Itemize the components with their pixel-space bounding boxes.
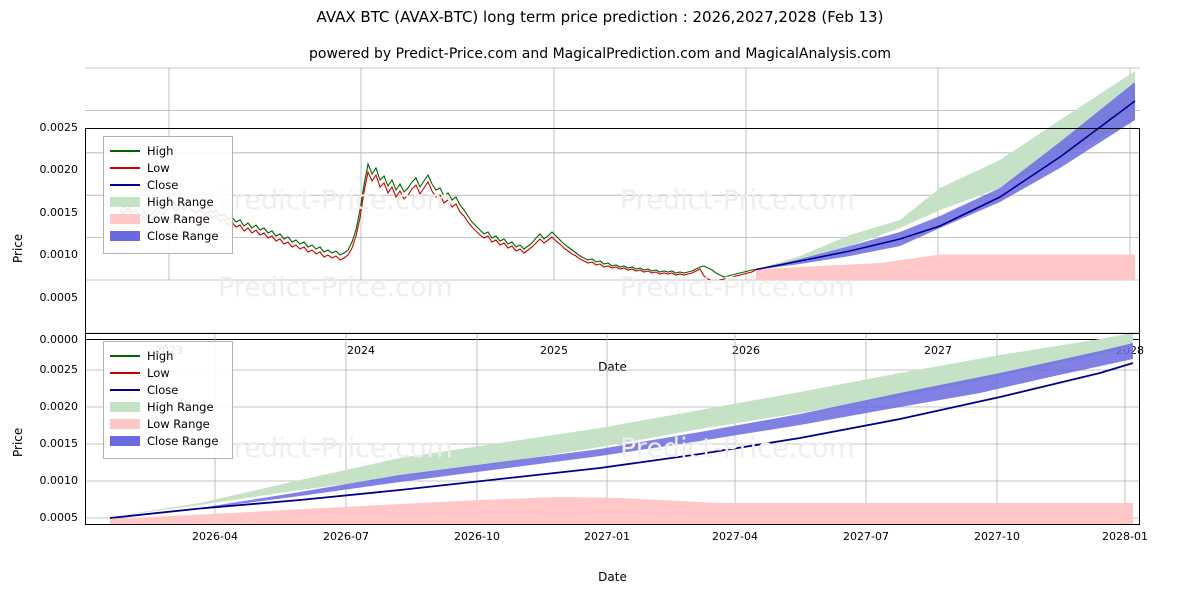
close-line xyxy=(109,362,1134,519)
legend-key-low-line xyxy=(110,367,140,379)
legend-label: Close Range xyxy=(147,433,219,448)
x-tick-label: 2027 xyxy=(924,344,952,357)
legend-key-low-range-patch xyxy=(110,418,140,430)
legend-key-high-range-patch xyxy=(110,401,140,413)
x-tick-label: 2024 xyxy=(347,344,375,357)
legend-item-close[interactable]: Close xyxy=(110,176,226,193)
legend-key-high-line xyxy=(110,145,140,157)
y-tick-label: 0.0005 xyxy=(39,511,79,524)
legend-label: Low Range xyxy=(147,416,210,431)
legend-label: Low xyxy=(147,365,170,380)
x-tick-label: 2026-07 xyxy=(323,530,369,543)
top-chart-svg xyxy=(85,67,1140,281)
top-plot-frame xyxy=(85,128,1140,340)
x-tick-label: 2026 xyxy=(732,344,760,357)
legend-item-low-range[interactable]: Low Range xyxy=(110,415,226,432)
y-tick-label: 0.0005 xyxy=(39,290,79,304)
y-tick-label: 0.0020 xyxy=(39,400,79,413)
y-tick-label: 0.0000 xyxy=(39,333,79,346)
x-tick-label: 2028-01 xyxy=(1102,530,1148,543)
legend-item-high[interactable]: High xyxy=(110,347,226,364)
legend-label: High Range xyxy=(147,194,214,209)
high-range-band xyxy=(110,333,1133,517)
legend-item-high-range[interactable]: High Range xyxy=(110,398,226,415)
top-chart-panel: Predict-Price.com Predict-Price.com Pred… xyxy=(0,60,1200,374)
top-chart-legend: High Low Close High Range Low Range Clos… xyxy=(103,136,233,254)
bottom-x-axis-label: Date xyxy=(598,570,627,584)
legend-label: High xyxy=(147,143,174,158)
legend-label: Low xyxy=(147,160,170,175)
legend-key-high-range-patch xyxy=(110,196,140,208)
y-tick-label: 0.0010 xyxy=(39,474,79,487)
chart-subtitle: powered by Predict-Price.com and Magical… xyxy=(309,46,891,62)
y-tick-label: 0.0020 xyxy=(39,163,79,177)
low-range-band xyxy=(756,254,1135,280)
y-tick-label: 0.0010 xyxy=(39,248,79,262)
legend-item-high[interactable]: High xyxy=(110,142,226,159)
x-tick-label: 2027-07 xyxy=(843,530,889,543)
x-tick-label: 2025 xyxy=(540,344,568,357)
x-tick-label: 2027-10 xyxy=(974,530,1020,543)
close-line xyxy=(755,100,1136,271)
legend-label: High Range xyxy=(147,399,214,414)
bottom-chart-legend: High Low Close High Range Low Range Clos… xyxy=(103,341,233,459)
bottom-plot-frame xyxy=(85,333,1140,525)
legend-label: Low Range xyxy=(147,211,210,226)
bottom-chart-panel: Predict-Price.com Predict-Price.com xyxy=(0,325,1200,600)
y-tick-label: 0.0025 xyxy=(39,363,79,376)
top-x-axis-label: Date xyxy=(598,360,627,374)
legend-item-high-range[interactable]: High Range xyxy=(110,193,226,210)
bottom-chart-svg xyxy=(85,332,1140,525)
legend-key-close-line xyxy=(110,384,140,396)
x-tick-label: 2026-04 xyxy=(192,530,238,543)
top-y-axis-label: Price xyxy=(11,233,25,263)
legend-label: Close Range xyxy=(147,228,219,243)
legend-label: High xyxy=(147,348,174,363)
legend-key-low-line xyxy=(110,162,140,174)
legend-item-low[interactable]: Low xyxy=(110,159,226,176)
legend-item-close[interactable]: Close xyxy=(110,381,226,398)
legend-label: Close xyxy=(147,177,179,192)
legend-item-low[interactable]: Low xyxy=(110,364,226,381)
legend-label: Close xyxy=(147,382,179,397)
y-tick-label: 0.0015 xyxy=(39,437,79,450)
legend-key-low-range-patch xyxy=(110,213,140,225)
legend-item-close-range[interactable]: Close Range xyxy=(110,432,226,449)
legend-item-low-range[interactable]: Low Range xyxy=(110,210,226,227)
bottom-y-axis-label: Price xyxy=(11,427,25,457)
page-title: AVAX BTC (AVAX-BTC) long term price pred… xyxy=(316,8,884,26)
x-tick-label: 2026-10 xyxy=(454,530,500,543)
low-range-band xyxy=(110,497,1133,525)
legend-item-close-range[interactable]: Close Range xyxy=(110,227,226,244)
legend-key-close-range-patch xyxy=(110,435,140,447)
legend-key-close-line xyxy=(110,179,140,191)
x-tick-label: 2027-04 xyxy=(712,530,758,543)
legend-key-close-range-patch xyxy=(110,230,140,242)
legend-key-high-line xyxy=(110,350,140,362)
y-tick-label: 0.0015 xyxy=(39,205,79,219)
y-tick-label: 0.0025 xyxy=(39,121,79,134)
x-tick-label: 2027-01 xyxy=(584,530,630,543)
